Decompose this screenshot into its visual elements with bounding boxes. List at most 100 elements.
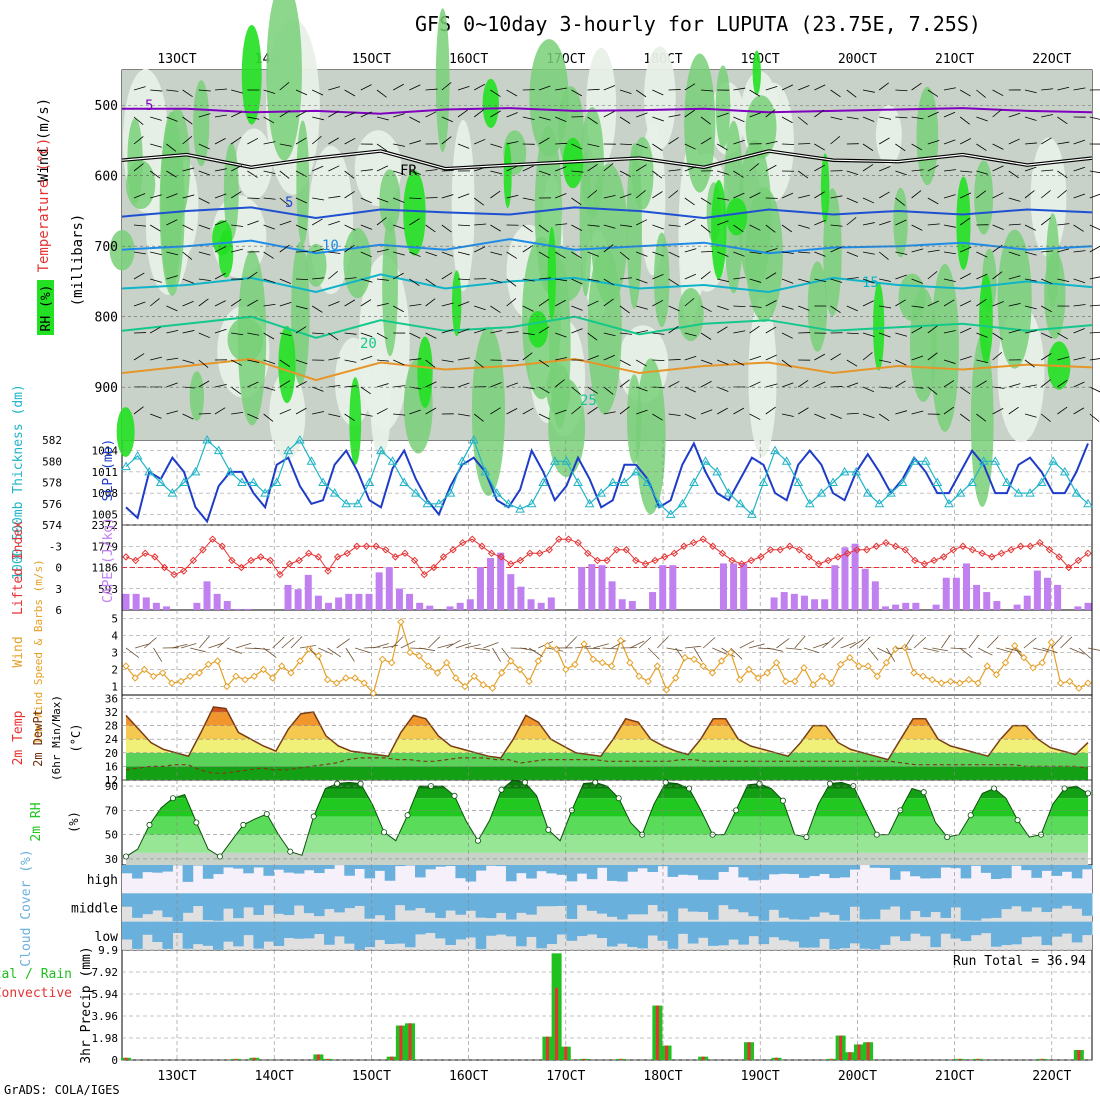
- cloud-cover-bar: [930, 921, 941, 948]
- wind-speed-marker: [1029, 664, 1037, 672]
- wind-barb: [490, 305, 501, 313]
- cloud-cover-bar: [536, 921, 547, 949]
- wind-barb: [1024, 190, 1035, 199]
- li-marker: [603, 556, 611, 565]
- li-marker: [1084, 549, 1092, 558]
- wind-speed-marker: [635, 672, 643, 681]
- wind-barb: [474, 246, 486, 253]
- wind-barb: [409, 218, 420, 226]
- wind-barb: [636, 278, 648, 284]
- wind-barb: [862, 143, 874, 151]
- wind-barb: [393, 272, 404, 280]
- wind-barb: [166, 170, 177, 178]
- cape-bar: [902, 602, 910, 610]
- wind-barb: [635, 359, 647, 367]
- wind-barb: [263, 170, 276, 175]
- cloud-cover-bar: [667, 921, 679, 949]
- rh-moist-region: [898, 273, 926, 321]
- wind-barb: [279, 408, 292, 415]
- temp-tick: 28: [105, 720, 118, 733]
- cloud-cover-bar: [920, 921, 931, 937]
- wind-barb: [376, 89, 387, 98]
- rh-legend-swatch: [37, 280, 54, 335]
- wind-barb: [214, 246, 226, 253]
- li-line: [125, 538, 1089, 576]
- li-marker: [1055, 553, 1063, 561]
- wind-barb: [992, 301, 1004, 307]
- thickness-marker: [642, 477, 653, 486]
- cloud-cover-bar: [485, 921, 497, 936]
- wind-barb: [506, 382, 519, 388]
- wind-barb-10m: [1005, 647, 1022, 653]
- cape-bar: [861, 568, 869, 610]
- cape-tick: 2372: [92, 519, 119, 532]
- wind-barb: [198, 278, 211, 281]
- rh-moist-region: [974, 160, 994, 235]
- wind-barb: [1057, 248, 1070, 253]
- wind-barb-10m: [419, 647, 436, 652]
- li-marker: [968, 546, 977, 554]
- wind-barb: [409, 332, 421, 339]
- wind-barb: [376, 383, 389, 388]
- wind-barb: [279, 197, 290, 206]
- wind-barb: [603, 411, 616, 415]
- wind-barb: [911, 410, 924, 415]
- li-marker: [180, 567, 188, 575]
- cape-bar: [588, 564, 596, 610]
- wind-barb: [149, 224, 161, 232]
- wind-barb: [409, 303, 422, 307]
- wind-barb-10m: [217, 637, 230, 649]
- cloud-cover-bar: [475, 865, 487, 871]
- wind-barb: [393, 305, 404, 313]
- cloud-cover-bar: [1021, 921, 1032, 938]
- wind-barb-10m: [877, 647, 892, 656]
- cloud-cover-bar: [404, 921, 416, 948]
- cloud-cover-bar: [718, 921, 729, 946]
- wind-barb: [393, 143, 406, 147]
- wind-barb: [814, 191, 825, 199]
- wind-barb: [1024, 330, 1037, 334]
- wind-barb: [684, 166, 697, 172]
- cloud-cover-bar: [273, 893, 285, 914]
- wind-speed-marker: [323, 675, 332, 684]
- wind-barb: [976, 116, 988, 122]
- cloud-cover-bar: [940, 921, 952, 934]
- li-marker: [555, 535, 563, 543]
- wind-speed-marker: [882, 658, 891, 667]
- wind-speed-marker: [672, 674, 680, 682]
- rh-marker: [451, 792, 458, 799]
- cloud-cover-bar: [485, 865, 497, 866]
- wind-barb: [441, 329, 454, 334]
- wind-barb: [474, 166, 486, 172]
- cape-bar: [800, 595, 808, 610]
- cloud-cover-bar: [122, 893, 133, 907]
- wind-barb: [441, 359, 454, 363]
- wind-barb: [198, 113, 211, 118]
- wind-barb-10m: [483, 642, 499, 649]
- wind-barb: [506, 165, 518, 172]
- cloud-cover-bar: [930, 865, 941, 879]
- cloud-cover-bar: [920, 865, 931, 879]
- rh-marker: [404, 812, 411, 819]
- thickness-marker: [619, 477, 630, 486]
- wind-barb: [247, 116, 260, 120]
- cloud-cover-bar: [596, 921, 608, 939]
- cloud-cover-bar: [435, 921, 446, 939]
- cloud-cover-bar: [708, 921, 719, 946]
- thickness-marker: [839, 466, 850, 476]
- wind-barb-10m: [180, 643, 197, 649]
- cloud-cover-bar: [617, 921, 628, 944]
- wind-speed-marker: [1020, 653, 1028, 662]
- cloud-cover-bar: [303, 865, 315, 871]
- wind-barb: [717, 112, 729, 118]
- cloud-cover-bar: [415, 893, 426, 909]
- thickness-marker: [758, 477, 769, 486]
- wind-barb: [490, 89, 501, 97]
- wind-barb: [198, 224, 211, 230]
- wind-barb: [943, 111, 956, 118]
- contour-label: 10: [322, 238, 339, 254]
- wind-barb: [360, 355, 373, 361]
- precip-tick: 7.92: [92, 966, 119, 979]
- wind-barb: [409, 358, 422, 361]
- wind-barb: [360, 413, 373, 417]
